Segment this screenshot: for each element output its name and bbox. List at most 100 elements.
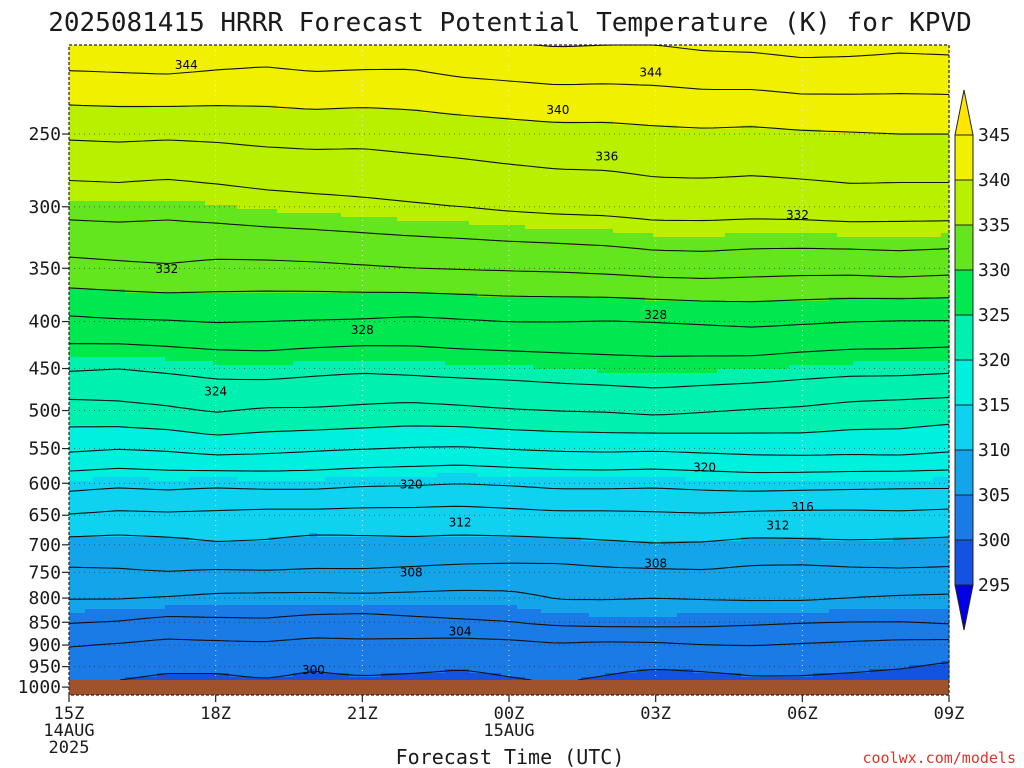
field-cell-2190: [173, 537, 182, 542]
field-cell-2753: [205, 245, 214, 250]
field-cell-4283: [277, 641, 286, 646]
field-cell-4120: [269, 625, 278, 630]
field-cell-730: [101, 421, 110, 426]
field-cell-1086: [117, 573, 126, 578]
field-cell-4041: [269, 309, 278, 314]
field-cell-3742: [253, 385, 262, 390]
field-cell-1632: [149, 213, 158, 218]
field-cell-1014: [117, 285, 126, 290]
field-cell-2080: [173, 97, 182, 102]
field-cell-3883: [261, 313, 270, 318]
field-cell-4324: [285, 169, 294, 174]
field-cell-612: [93, 585, 102, 590]
field-cell-2084: [173, 113, 182, 118]
field-cell-860: [109, 305, 118, 310]
field-cell-962: [117, 77, 126, 82]
field-cell-2588: [197, 221, 206, 226]
field-cell-4788: [309, 117, 318, 122]
field-cell-4269: [277, 585, 286, 590]
field-cell-4114: [269, 601, 278, 606]
field-cell-1595: [149, 65, 158, 70]
field-cell-299: [77, 605, 86, 610]
field-cell-3579: [245, 369, 254, 374]
field-cell-1509: [141, 357, 150, 362]
field-cell-1735: [149, 625, 158, 630]
field-cell-1744: [149, 661, 158, 666]
field-cell-734: [101, 437, 110, 442]
field-cell-3930: [261, 501, 270, 506]
field-cell-2861: [205, 677, 214, 682]
field-cell-14: [69, 101, 78, 106]
field-cell-2302: [181, 349, 190, 354]
field-cell-4525: [293, 337, 302, 342]
field-cell-1514: [141, 377, 150, 382]
field-cell-4574: [293, 533, 302, 538]
field-cell-2979: [213, 513, 222, 518]
field-cell-245: [77, 389, 86, 394]
field-cell-506: [93, 161, 102, 166]
field-cell-4596: [293, 621, 302, 626]
field-cell-2384: [181, 677, 190, 682]
field-cell-4139: [277, 65, 286, 70]
field-cell-4010: [269, 185, 278, 190]
field-cell-2341: [181, 505, 190, 510]
field-cell-2842: [205, 601, 214, 606]
field-cell-2823: [205, 525, 214, 530]
field-cell-2317: [181, 409, 190, 414]
field-cell-982: [117, 157, 126, 162]
field-cell-4858: [309, 397, 318, 402]
field-cell-1684: [149, 421, 158, 426]
field-cell-492: [93, 105, 102, 110]
field-cell-461: [85, 617, 94, 622]
field-cell-2012: [165, 461, 174, 466]
field-cell-1005: [117, 249, 126, 254]
field-cell-2487: [189, 453, 198, 458]
field-cell-1277: [133, 65, 142, 70]
field-cell-1435: [141, 61, 150, 66]
field-cell-1696: [149, 469, 158, 474]
field-cell-3527: [245, 161, 254, 166]
field-cell-4382: [285, 401, 294, 406]
field-cell-2725: [205, 133, 214, 138]
field-cell-2186: [173, 521, 182, 526]
field-cell-1426: [133, 661, 142, 666]
field-cell-3878: [261, 293, 270, 298]
field-cell-2671: [197, 553, 206, 558]
field-cell-2702: [197, 677, 206, 682]
field-cell-4905: [309, 585, 318, 590]
field-cell-1464: [141, 177, 150, 182]
field-cell-1191: [125, 357, 134, 362]
field-cell-2578: [197, 181, 206, 186]
field-cell-2134: [173, 313, 182, 318]
field-cell-3752: [253, 425, 262, 430]
field-cell-4669: [301, 277, 310, 282]
field-cell-271: [77, 493, 86, 498]
field-cell-1585: [141, 661, 150, 666]
field-cell-1916: [165, 77, 174, 82]
field-cell-193: [77, 181, 86, 186]
field-cell-67: [69, 313, 78, 318]
field-cell-4360: [285, 313, 294, 318]
field-cell-4094: [269, 521, 278, 526]
field-cell-325: [85, 73, 94, 78]
field-cell-4565: [293, 497, 302, 502]
field-cell-357: [85, 201, 94, 206]
field-cell-1766: [157, 113, 166, 118]
field-cell-3389: [237, 245, 246, 250]
field-cell-3834: [261, 117, 270, 122]
field-cell-4560: [293, 477, 302, 482]
field-cell-1151: [125, 197, 134, 202]
field-cell-4060: [269, 385, 278, 390]
field-cell-4737: [301, 549, 310, 554]
field-cell-640: [101, 61, 110, 66]
field-cell-772: [101, 589, 110, 594]
field-cell-3335: [229, 665, 238, 670]
field-cell-3612: [245, 501, 254, 506]
field-cell-1399: [133, 553, 142, 558]
field-cell-3017: [213, 665, 222, 670]
field-cell-1592: [149, 53, 158, 58]
field-cell-1579: [141, 637, 150, 642]
field-cell-2085: [173, 117, 182, 122]
field-cell-2833: [205, 565, 214, 570]
field-cell-212: [77, 257, 86, 262]
